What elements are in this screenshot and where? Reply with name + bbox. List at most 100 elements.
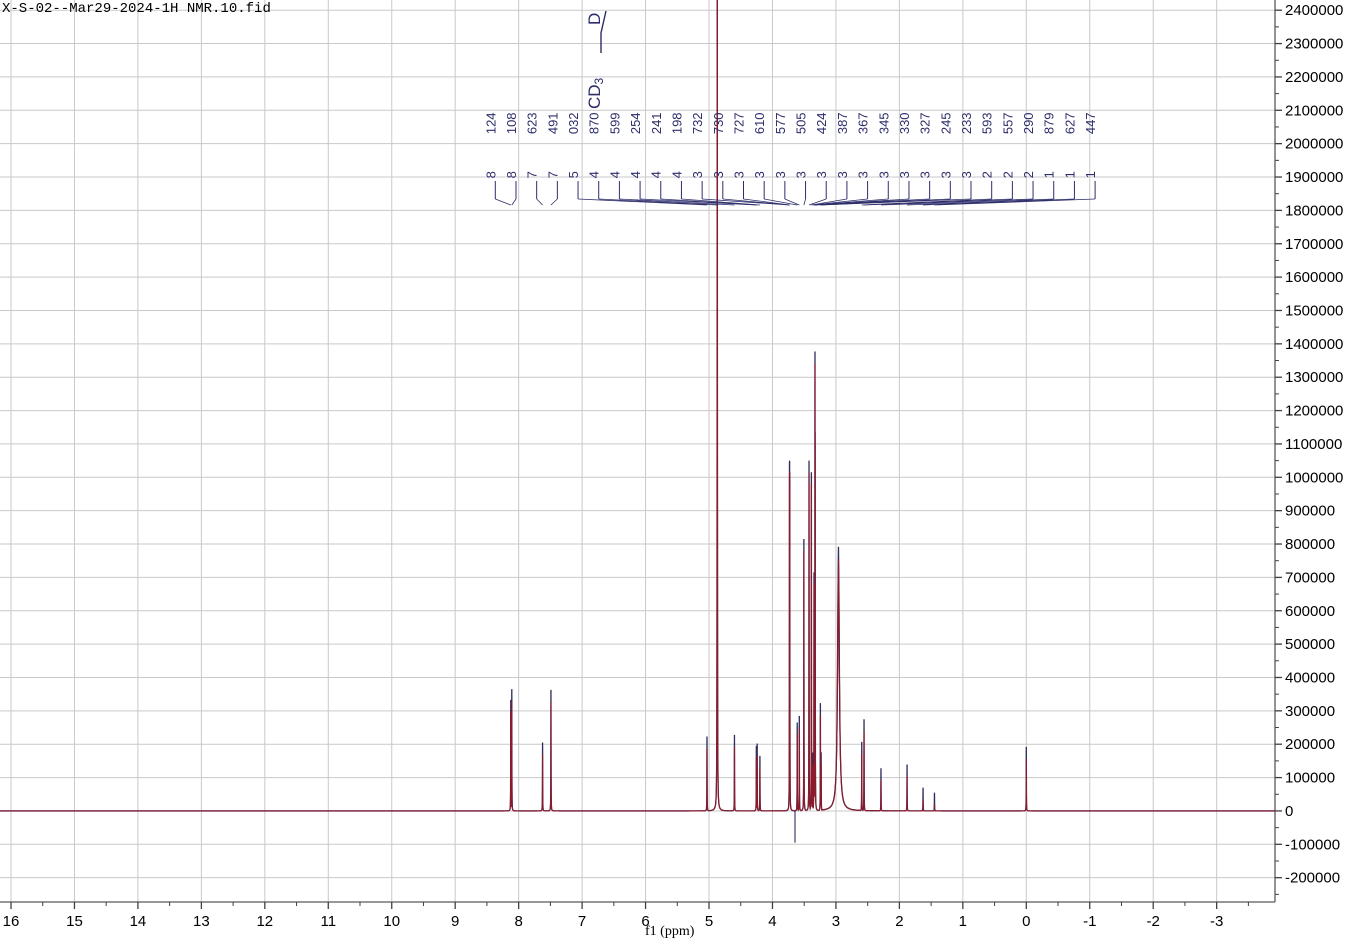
svg-text:7: 7 [525, 171, 540, 178]
svg-text:3: 3 [711, 171, 726, 178]
svg-text:600000: 600000 [1285, 603, 1335, 620]
svg-text:500000: 500000 [1285, 636, 1335, 653]
svg-text:3: 3 [918, 171, 933, 178]
svg-text:-3: -3 [1210, 913, 1223, 930]
svg-text:108: 108 [504, 112, 519, 134]
svg-text:730: 730 [711, 112, 726, 134]
svg-text:8: 8 [504, 171, 519, 178]
svg-text:900000: 900000 [1285, 503, 1335, 520]
svg-text:424: 424 [814, 112, 829, 134]
svg-text:2100000: 2100000 [1285, 102, 1343, 119]
svg-text:0: 0 [1022, 913, 1030, 930]
svg-text:-100000: -100000 [1285, 836, 1340, 853]
svg-text:327: 327 [918, 112, 933, 134]
svg-text:3: 3 [794, 171, 809, 178]
svg-text:1: 1 [1083, 171, 1098, 178]
svg-text:4: 4 [649, 171, 664, 178]
svg-text:4: 4 [607, 171, 622, 178]
svg-text:610: 610 [752, 112, 767, 134]
svg-text:1800000: 1800000 [1285, 202, 1343, 219]
svg-text:727: 727 [731, 112, 746, 134]
svg-text:233: 233 [959, 112, 974, 134]
svg-text:3: 3 [938, 171, 953, 178]
svg-text:200000: 200000 [1285, 736, 1335, 753]
svg-text:4: 4 [628, 171, 643, 178]
svg-text:1: 1 [1062, 171, 1077, 178]
svg-text:1200000: 1200000 [1285, 403, 1343, 420]
svg-text:1: 1 [959, 913, 967, 930]
svg-text:2300000: 2300000 [1285, 36, 1343, 53]
svg-text:4: 4 [768, 913, 776, 930]
svg-text:0: 0 [1285, 803, 1293, 820]
svg-text:300000: 300000 [1285, 703, 1335, 720]
svg-text:367: 367 [856, 112, 871, 134]
svg-text:491: 491 [545, 112, 560, 134]
svg-text:16: 16 [3, 913, 20, 930]
svg-text:3: 3 [814, 171, 829, 178]
svg-text:1700000: 1700000 [1285, 236, 1343, 253]
svg-text:254: 254 [628, 112, 643, 134]
svg-text:1600000: 1600000 [1285, 269, 1343, 286]
svg-text:2: 2 [1000, 171, 1015, 178]
svg-text:2: 2 [980, 171, 995, 178]
svg-text:3: 3 [876, 171, 891, 178]
svg-text:12: 12 [256, 913, 273, 930]
svg-text:100000: 100000 [1285, 770, 1335, 787]
svg-text:-1: -1 [1083, 913, 1096, 930]
svg-text:124: 124 [483, 112, 498, 134]
svg-text:593: 593 [980, 112, 995, 134]
svg-text:10: 10 [383, 913, 400, 930]
svg-text:1900000: 1900000 [1285, 169, 1343, 186]
svg-text:400000: 400000 [1285, 669, 1335, 686]
svg-text:D: D [585, 13, 604, 25]
svg-text:290: 290 [1021, 112, 1036, 134]
svg-text:800000: 800000 [1285, 536, 1335, 553]
svg-text:3: 3 [690, 171, 705, 178]
svg-text:330: 330 [897, 112, 912, 134]
svg-text:627: 627 [1062, 112, 1077, 134]
svg-text:5: 5 [566, 171, 581, 178]
svg-text:9: 9 [451, 913, 459, 930]
svg-text:245: 245 [938, 112, 953, 134]
svg-text:599: 599 [607, 112, 622, 134]
svg-text:15: 15 [66, 913, 83, 930]
svg-text:870: 870 [587, 112, 602, 134]
svg-text:5: 5 [705, 913, 713, 930]
svg-text:7: 7 [578, 913, 586, 930]
svg-text:4: 4 [669, 171, 684, 178]
svg-text:8: 8 [483, 171, 498, 178]
svg-text:241: 241 [649, 112, 664, 134]
svg-text:-200000: -200000 [1285, 870, 1340, 887]
svg-text:3: 3 [835, 171, 850, 178]
svg-text:3: 3 [832, 913, 840, 930]
svg-text:198: 198 [669, 112, 684, 134]
svg-text:1100000: 1100000 [1285, 436, 1342, 453]
svg-text:3: 3 [856, 171, 871, 178]
svg-text:1: 1 [1042, 171, 1057, 178]
svg-text:7: 7 [545, 171, 560, 178]
svg-text:387: 387 [835, 112, 850, 134]
svg-text:557: 557 [1000, 112, 1015, 134]
svg-text:1300000: 1300000 [1285, 369, 1343, 386]
svg-text:3: 3 [752, 171, 767, 178]
svg-text:345: 345 [876, 112, 891, 134]
svg-text:032: 032 [566, 112, 581, 134]
svg-text:700000: 700000 [1285, 569, 1335, 586]
svg-text:505: 505 [794, 112, 809, 134]
svg-text:4: 4 [587, 171, 602, 178]
svg-text:623: 623 [525, 112, 540, 134]
svg-text:13: 13 [193, 913, 210, 930]
svg-text:8: 8 [514, 913, 522, 930]
svg-text:3: 3 [959, 171, 974, 178]
svg-text:577: 577 [773, 112, 788, 134]
svg-text:2: 2 [895, 913, 903, 930]
svg-text:14: 14 [130, 913, 147, 930]
svg-text:1000000: 1000000 [1285, 469, 1343, 486]
svg-text:3: 3 [897, 171, 912, 178]
svg-text:2: 2 [1021, 171, 1036, 178]
svg-text:1400000: 1400000 [1285, 336, 1343, 353]
svg-text:2000000: 2000000 [1285, 136, 1343, 153]
svg-text:-2: -2 [1147, 913, 1160, 930]
svg-text:447: 447 [1083, 112, 1098, 134]
svg-text:3: 3 [731, 171, 746, 178]
